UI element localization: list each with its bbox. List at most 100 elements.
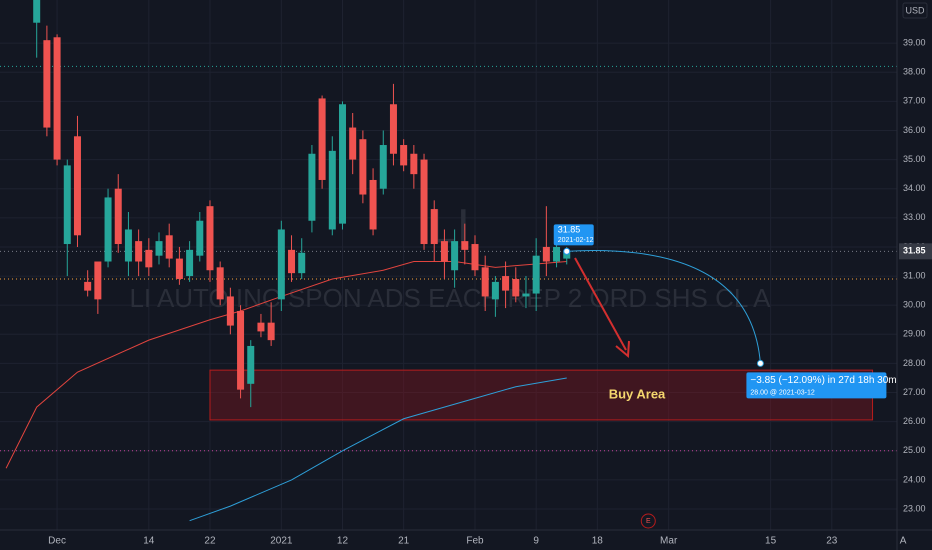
candle-body — [237, 311, 245, 390]
candle-body — [379, 145, 387, 189]
projection-box — [746, 372, 887, 399]
x-tick-label: 18 — [592, 536, 604, 547]
candle-body — [430, 209, 438, 245]
candle-body — [502, 276, 510, 291]
candle-body — [563, 251, 571, 259]
event-marker — [640, 513, 656, 529]
y-tick-label: 39.00 — [903, 37, 926, 47]
x-tick-label: Mar — [660, 536, 678, 547]
candle-body — [94, 261, 102, 300]
y-tick-label: 35.00 — [903, 154, 926, 164]
y-tick-label: 23.00 — [903, 503, 926, 513]
x-tick-label: 14 — [143, 536, 155, 547]
callout-price: 31.85 — [558, 225, 581, 235]
arrow-head — [615, 340, 630, 359]
candle-body — [349, 127, 357, 160]
x-tick-label: 22 — [204, 536, 216, 547]
candle-body — [145, 249, 153, 268]
y-tick-label: 33.00 — [903, 212, 926, 222]
candle-body — [420, 159, 428, 245]
candle-body — [512, 278, 520, 297]
y-tick-label: 31.00 — [903, 270, 926, 280]
candle-body — [124, 229, 132, 262]
candle-body — [165, 235, 173, 259]
y-tick-label: 24.00 — [903, 474, 926, 484]
y-tick-label: 27.00 — [903, 387, 926, 397]
candle-body — [553, 246, 561, 262]
candle-body — [522, 293, 530, 297]
x-tick-label: 15 — [765, 536, 777, 547]
candle-body — [308, 153, 316, 221]
candle-body — [186, 249, 194, 277]
arrow — [574, 257, 627, 351]
candle-body — [389, 104, 397, 154]
candle-body — [277, 229, 285, 300]
candle-body — [288, 249, 296, 274]
candle-body — [532, 255, 540, 294]
x-tick-label: 2021 — [270, 536, 293, 547]
candle-body — [33, 0, 41, 23]
candle-body — [114, 188, 122, 245]
watermark-name: LI AUTO INC SPON ADS EACH REP 2 ORD SHS … — [129, 283, 771, 313]
y-tick-label: 28.00 — [903, 358, 926, 368]
y-tick-label: 25.00 — [903, 445, 926, 455]
y-tick-label: 26.00 — [903, 416, 926, 426]
candle-body — [267, 322, 275, 341]
plot — [0, 0, 897, 522]
price-callout — [553, 224, 594, 246]
x-tick-label: 9 — [533, 536, 539, 547]
candle-body — [461, 241, 469, 250]
candle-body — [481, 267, 489, 297]
projection-sublabel: 28.00 @ 2021-03-12 — [750, 389, 814, 396]
axis-price-label: 31.85 — [903, 246, 926, 256]
candle-body — [471, 244, 479, 271]
candle-body — [257, 322, 265, 332]
candle-body — [247, 345, 255, 384]
x-tick-label: 21 — [398, 536, 410, 547]
candle-body — [206, 206, 214, 271]
x-tick-label: 23 — [826, 536, 838, 547]
candle-body — [491, 281, 499, 300]
candle-body — [226, 296, 234, 326]
last-point — [563, 247, 571, 255]
y-tick-label: 34.00 — [903, 183, 926, 193]
candle-body — [400, 145, 408, 166]
y-tick-label: 36.00 — [903, 125, 926, 135]
projection-arc — [566, 250, 761, 364]
candle-body — [104, 197, 112, 262]
candle-body — [155, 241, 163, 256]
candle-body — [43, 40, 51, 128]
y-tick-label: 38.00 — [903, 67, 926, 77]
zone-label: Buy Area — [609, 386, 666, 401]
candle-body — [338, 104, 346, 224]
x-tick-label: Dec — [48, 536, 66, 547]
candle-body — [216, 267, 224, 300]
x-tick-label: 12 — [337, 536, 349, 547]
candle-body — [63, 165, 71, 245]
y-tick-label: 37.00 — [903, 96, 926, 106]
projection-point — [756, 359, 764, 367]
candle-body — [451, 241, 459, 271]
y-tick-label: 30.00 — [903, 300, 926, 310]
candle-body — [369, 179, 377, 230]
candle-body — [359, 139, 367, 195]
axis-price-tag — [899, 243, 932, 260]
candle-body — [196, 220, 204, 256]
projection-label: −3.85 (−12.09%) in 27d 18h 30m — [750, 375, 896, 386]
currency-box[interactable] — [902, 2, 928, 19]
moving-average — [189, 377, 567, 522]
x-tick-label: Feb — [466, 536, 484, 547]
x-tick-label: A — [900, 536, 907, 547]
candle-body — [84, 281, 92, 291]
candle-body — [175, 258, 183, 279]
candle-body — [328, 150, 336, 230]
candle-body — [318, 98, 326, 180]
candle-body — [542, 246, 550, 262]
candle-body — [440, 241, 448, 262]
candle-body — [73, 136, 81, 236]
y-tick-label: 29.00 — [903, 329, 926, 339]
currency: USD — [905, 5, 925, 15]
candle-body — [410, 153, 418, 175]
callout-date: 2021-02-12 — [558, 237, 594, 244]
